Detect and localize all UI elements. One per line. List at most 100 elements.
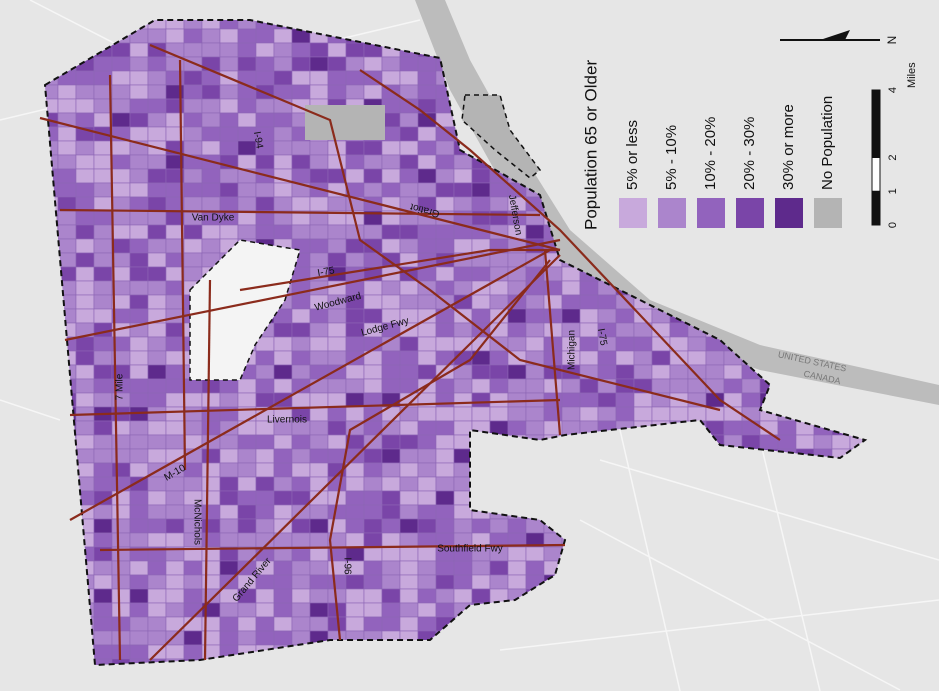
tract: [399, 532, 419, 548]
tract: [147, 84, 167, 100]
tract: [291, 84, 311, 100]
tract: [273, 364, 293, 380]
legend-title: Population 65 or Older: [581, 60, 600, 230]
tract: [201, 574, 221, 590]
tract: [75, 280, 95, 296]
tract: [399, 490, 419, 506]
tract: [327, 574, 347, 590]
tract: [417, 182, 437, 198]
tract: [777, 434, 797, 450]
tract: [435, 490, 455, 506]
tract: [327, 84, 347, 100]
tract: [345, 574, 365, 590]
tract: [93, 112, 113, 128]
tract: [93, 56, 113, 72]
tract: [57, 196, 77, 212]
tract: [507, 378, 527, 394]
tract: [183, 574, 203, 590]
tract: [435, 588, 455, 604]
tract: [147, 602, 167, 618]
tract: [345, 518, 365, 534]
tract: [93, 98, 113, 114]
tract: [75, 308, 95, 324]
tract: [75, 84, 95, 100]
tract: [345, 616, 365, 632]
tract: [183, 560, 203, 576]
tract: [471, 168, 491, 184]
tract: [201, 224, 221, 240]
tract: [147, 28, 167, 44]
tract: [93, 532, 113, 548]
tract: [75, 364, 95, 380]
tract: [399, 602, 419, 618]
tract: [147, 378, 167, 394]
tract: [93, 350, 113, 366]
tract: [561, 294, 581, 310]
tract: [399, 126, 419, 142]
tract: [471, 588, 491, 604]
tract: [489, 574, 509, 590]
tract: [111, 196, 131, 212]
tract: [93, 420, 113, 436]
tract: [471, 266, 491, 282]
tract: [579, 294, 599, 310]
tract: [201, 112, 221, 128]
tract: [183, 420, 203, 436]
tract: [327, 224, 347, 240]
tract: [273, 28, 293, 44]
tract: [399, 154, 419, 170]
tract: [165, 392, 185, 408]
tract: [579, 350, 599, 366]
tract: [345, 266, 365, 282]
tract: [165, 574, 185, 590]
tract: [237, 616, 257, 632]
tract: [345, 70, 365, 86]
tract: [309, 154, 329, 170]
tract: [165, 28, 185, 44]
tract: [543, 308, 563, 324]
tract: [309, 336, 329, 352]
tract: [399, 462, 419, 478]
tract: [255, 42, 275, 58]
tract: [273, 182, 293, 198]
tract: [813, 434, 833, 450]
tract: [237, 434, 257, 450]
tract: [507, 574, 527, 590]
tract: [669, 406, 689, 422]
tract: [417, 490, 437, 506]
tract: [111, 140, 131, 156]
tract: [525, 336, 545, 352]
tract: [237, 518, 257, 534]
tract: [75, 112, 95, 128]
tract: [75, 154, 95, 170]
legend-swatch: [775, 198, 803, 228]
tract: [129, 112, 149, 128]
tract: [363, 574, 383, 590]
tract: [741, 420, 761, 436]
road-label: I-75: [317, 265, 336, 279]
tract: [471, 406, 491, 422]
tract: [183, 28, 203, 44]
legend-label: 10% - 20%: [702, 117, 719, 190]
tract: [75, 378, 95, 394]
tract: [597, 392, 617, 408]
tract: [165, 420, 185, 436]
tract: [237, 462, 257, 478]
tract: [291, 588, 311, 604]
tract: [129, 616, 149, 632]
tract: [129, 490, 149, 506]
tract: [471, 560, 491, 576]
tract: [309, 560, 329, 576]
tract: [525, 420, 545, 436]
legend-swatch: [658, 198, 686, 228]
tract: [525, 406, 545, 422]
tract: [273, 602, 293, 618]
tract: [453, 378, 473, 394]
tract: [291, 616, 311, 632]
tract: [129, 56, 149, 72]
tract: [93, 518, 113, 534]
tract: [129, 630, 149, 646]
tract: [129, 532, 149, 548]
tract: [417, 322, 437, 338]
